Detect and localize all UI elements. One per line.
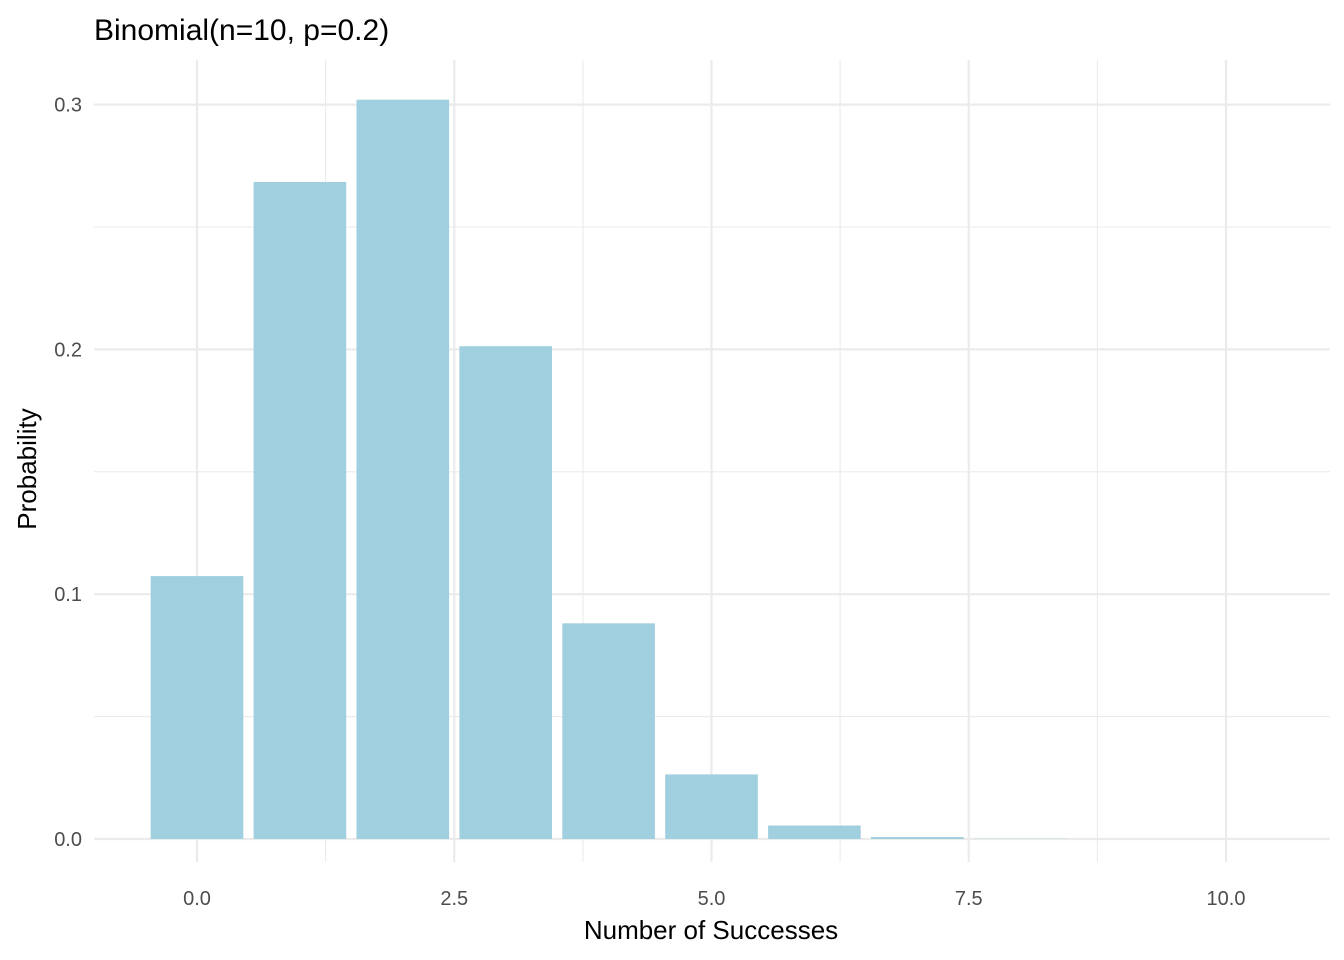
x-tick-label: 0.0: [183, 888, 211, 910]
x-axis-title: Number of Successes: [584, 915, 838, 945]
bar: [665, 774, 758, 839]
x-tick-label: 5.0: [698, 888, 726, 910]
bar: [459, 346, 553, 839]
y-axis-title: Probability: [12, 408, 42, 529]
bar: [253, 181, 347, 840]
bar: [562, 623, 655, 839]
x-tick-labels: 0.0 2.5 5.0 7.5 10.0: [183, 888, 1245, 910]
x-tick-label: 7.5: [955, 888, 983, 910]
y-tick-labels: 0.0 0.1 0.2 0.3: [54, 95, 82, 851]
y-tick-label: 0.1: [54, 584, 82, 606]
x-tick-label: 2.5: [440, 888, 468, 910]
grid-lines: [94, 60, 1330, 862]
y-tick-label: 0.3: [54, 95, 82, 117]
x-tick-label: 10.0: [1207, 888, 1246, 910]
bar: [870, 837, 964, 839]
chart-title: Binomial(n=10, p=0.2): [94, 14, 389, 47]
y-tick-label: 0.2: [54, 339, 82, 361]
bar: [356, 99, 450, 840]
bar: [150, 576, 244, 839]
y-tick-label: 0.0: [54, 829, 82, 851]
bars: [150, 99, 1067, 840]
bar: [768, 825, 861, 839]
